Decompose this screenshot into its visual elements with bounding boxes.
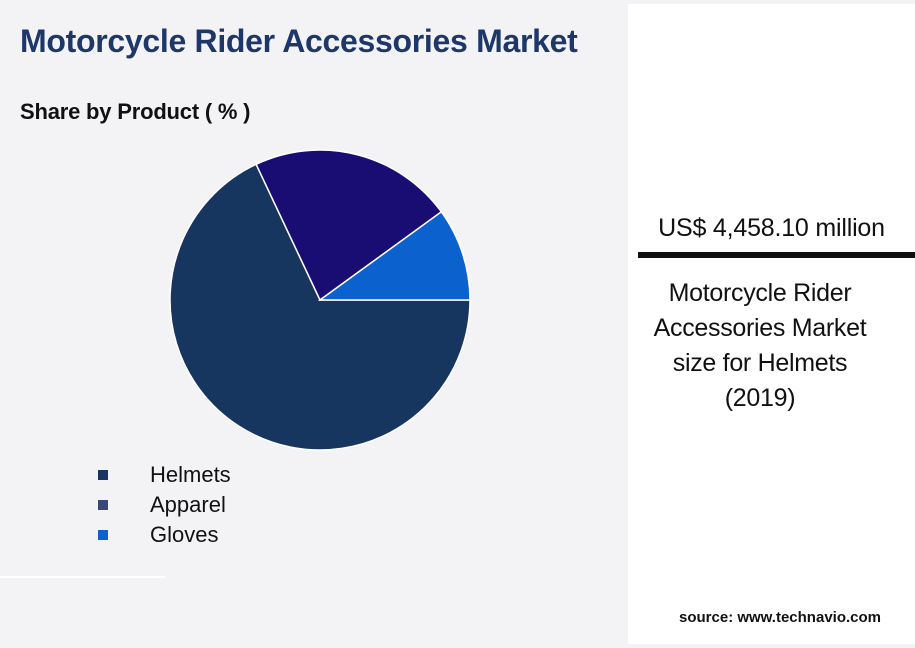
- value-underline: [638, 252, 915, 258]
- legend-swatch-gloves: [98, 530, 108, 540]
- market-size-caption: Motorcycle Rider Accessories Market size…: [628, 276, 892, 416]
- legend-label-helmets: Helmets: [150, 462, 231, 487]
- legend-swatch-helmets: [98, 470, 108, 480]
- market-size-value: US$ 4,458.10 million: [658, 214, 885, 242]
- caption-line: Accessories Market: [653, 314, 867, 342]
- legend-item-gloves: Gloves: [98, 520, 231, 550]
- caption-line: size for Helmets: [672, 349, 848, 377]
- caption-line: (2019): [724, 384, 796, 412]
- pie-slice-apparel: [255, 149, 443, 302]
- chart-title: Motorcycle Rider Accessories Market: [20, 23, 578, 59]
- legend-swatch-apparel: [98, 500, 108, 510]
- highlight-panel: US$ 4,458.10 million Motorcycle Rider Ac…: [628, 4, 915, 644]
- legend-label-apparel: Apparel: [150, 492, 226, 517]
- pie-slice-gloves: [317, 210, 471, 301]
- source-note: source: www.technavio.com: [679, 609, 881, 626]
- pie-slice-helmets: [169, 163, 471, 451]
- pie-chart: [169, 149, 471, 451]
- legend-item-apparel: Apparel: [98, 490, 231, 520]
- chart-subtitle: Share by Product ( % ): [20, 99, 251, 124]
- legend: Helmets Apparel Gloves: [98, 460, 231, 550]
- divider-line: [0, 576, 165, 578]
- legend-label-gloves: Gloves: [150, 522, 219, 547]
- caption-line: Motorcycle Rider: [668, 279, 852, 307]
- legend-item-helmets: Helmets: [98, 460, 231, 490]
